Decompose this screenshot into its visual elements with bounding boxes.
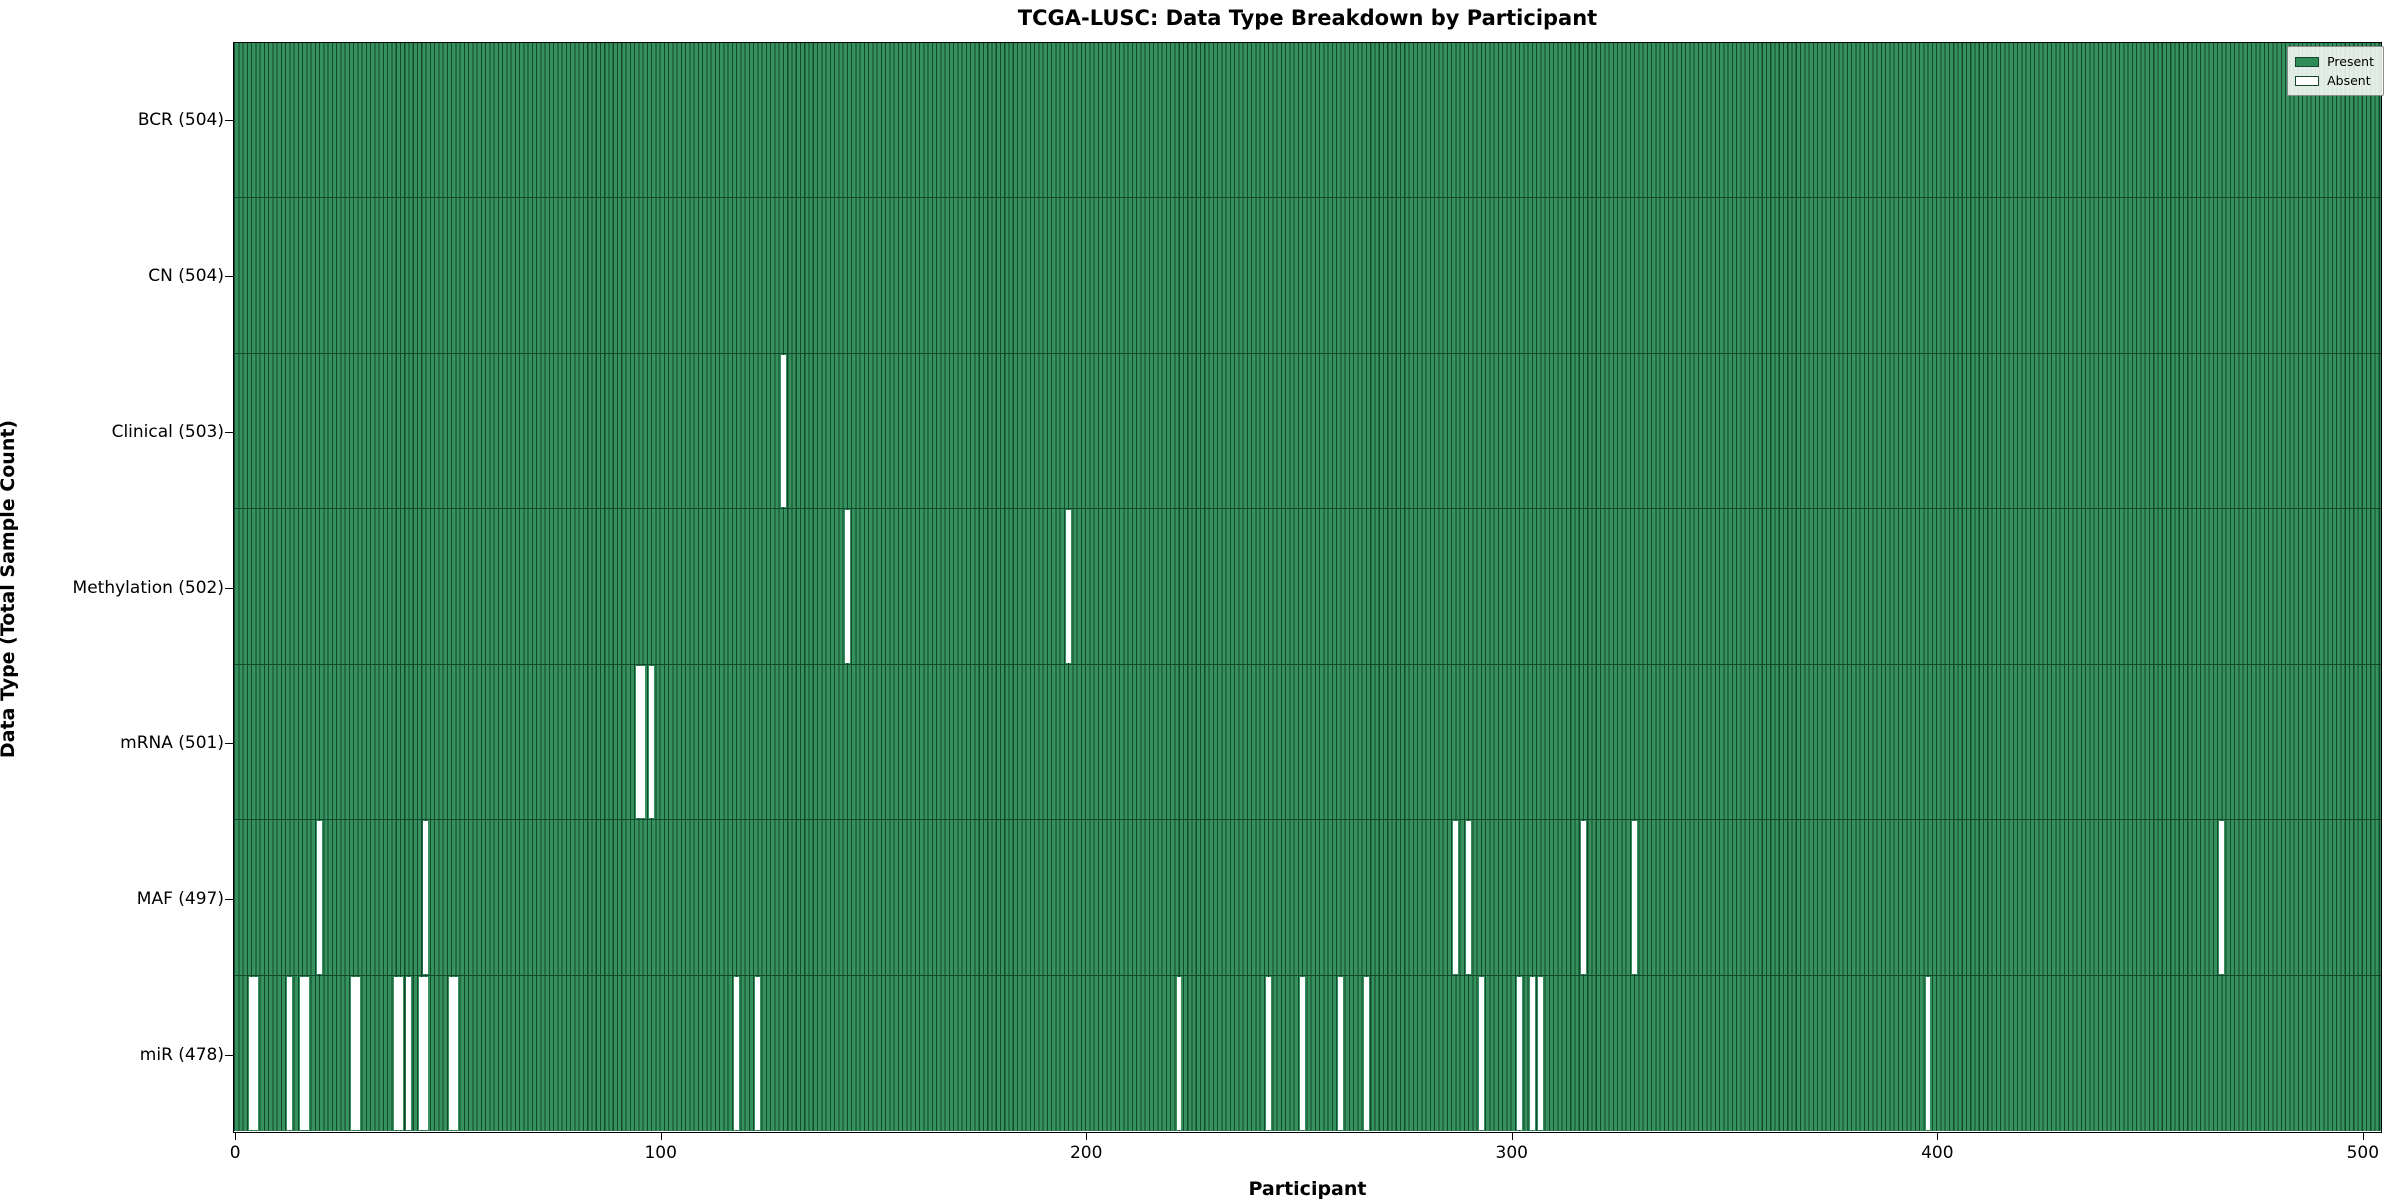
absent-mark [304, 976, 310, 1131]
x-tick-400: 400 [1921, 1143, 1954, 1163]
absent-mark [648, 665, 654, 819]
y-tick-mark [225, 275, 233, 277]
x-tick-500: 500 [2346, 1143, 2380, 1163]
absent-mark [406, 976, 412, 1131]
y-tick-mark [225, 119, 233, 121]
absent-mark [1338, 976, 1344, 1131]
absent-mark [287, 976, 293, 1131]
row-maf [234, 820, 2381, 976]
legend-item-present: Present [2295, 52, 2374, 71]
legend-swatch-present-icon [2295, 56, 2320, 67]
absent-mark [248, 976, 254, 1131]
absent-mark [844, 510, 850, 663]
y-tick-methylation: Methylation (502) [72, 577, 224, 598]
absent-mark [453, 976, 458, 1131]
absent-mark [448, 976, 454, 1131]
absent-mark [1478, 976, 1484, 1131]
absent-mark [351, 976, 356, 1131]
x-tick-100: 100 [644, 1143, 677, 1163]
absent-mark [1065, 510, 1071, 663]
plot-area [233, 42, 2382, 1133]
y-tick-mark [225, 1055, 233, 1057]
x-tick-200: 200 [1069, 1143, 1103, 1163]
row-methylation [234, 509, 2381, 665]
x-tick-300: 300 [1495, 1143, 1528, 1163]
absent-mark [780, 354, 786, 508]
absent-mark [393, 976, 399, 1131]
row-bcr [234, 43, 2381, 199]
absent-mark [1265, 976, 1271, 1131]
absent-mark [1925, 976, 1931, 1131]
absent-mark [1176, 976, 1182, 1131]
absent-mark [640, 665, 646, 819]
absent-mark [423, 976, 429, 1131]
y-axis-label: Data Type (Total Sample Count) [0, 419, 19, 759]
x-tick-mark [2362, 1133, 2364, 1140]
absent-mark [316, 821, 322, 974]
absent-mark [423, 821, 429, 974]
legend-label-absent: Absent [2327, 73, 2371, 88]
absent-mark [355, 976, 361, 1131]
legend-swatch-absent-icon [2295, 75, 2320, 86]
absent-mark [1538, 976, 1544, 1131]
legend-label-present: Present [2327, 54, 2374, 69]
absent-mark [1517, 976, 1522, 1131]
absent-mark [397, 976, 403, 1131]
y-tick-mark [225, 587, 233, 589]
absent-mark [636, 665, 641, 819]
absent-mark [1631, 821, 1637, 974]
absent-mark [1363, 976, 1369, 1131]
x-axis-label: Participant [1248, 1178, 1367, 1200]
legend: Present Absent [2287, 46, 2384, 96]
absent-mark [1453, 821, 1459, 974]
absent-mark [755, 976, 761, 1131]
absent-mark [253, 976, 258, 1131]
row-mir [234, 975, 2381, 1132]
y-tick-mark [225, 431, 233, 433]
x-tick-mark [1086, 1133, 1088, 1140]
y-tick-clinical: Clinical (503) [111, 421, 224, 442]
x-tick-mark [1937, 1133, 1939, 1140]
row-cn [234, 198, 2381, 354]
y-tick-mark [225, 743, 233, 745]
absent-mark [2219, 821, 2224, 974]
absent-mark [1580, 821, 1586, 974]
legend-item-absent: Absent [2295, 71, 2374, 90]
y-tick-bcr: BCR (504) [137, 109, 224, 130]
x-tick-mark [660, 1133, 662, 1140]
chart-title: TCGA-LUSC: Data Type Breakdown by Partic… [1017, 6, 1598, 30]
absent-mark [734, 976, 739, 1131]
absent-mark [1529, 976, 1535, 1131]
y-tick-mrna: mRNA (501) [120, 733, 224, 754]
absent-mark [1465, 821, 1471, 974]
x-tick-0: 0 [229, 1143, 241, 1163]
row-clinical [234, 353, 2381, 510]
absent-mark [419, 976, 424, 1131]
x-tick-mark [1511, 1133, 1513, 1140]
absent-mark [299, 976, 305, 1131]
absent-mark [1299, 976, 1305, 1131]
y-tick-mark [225, 899, 233, 901]
y-tick-maf: MAF (497) [136, 889, 224, 910]
row-mrna [234, 664, 2381, 821]
y-tick-cn: CN (504) [148, 265, 224, 286]
x-tick-mark [235, 1133, 237, 1140]
y-tick-mir: miR (478) [139, 1045, 224, 1066]
